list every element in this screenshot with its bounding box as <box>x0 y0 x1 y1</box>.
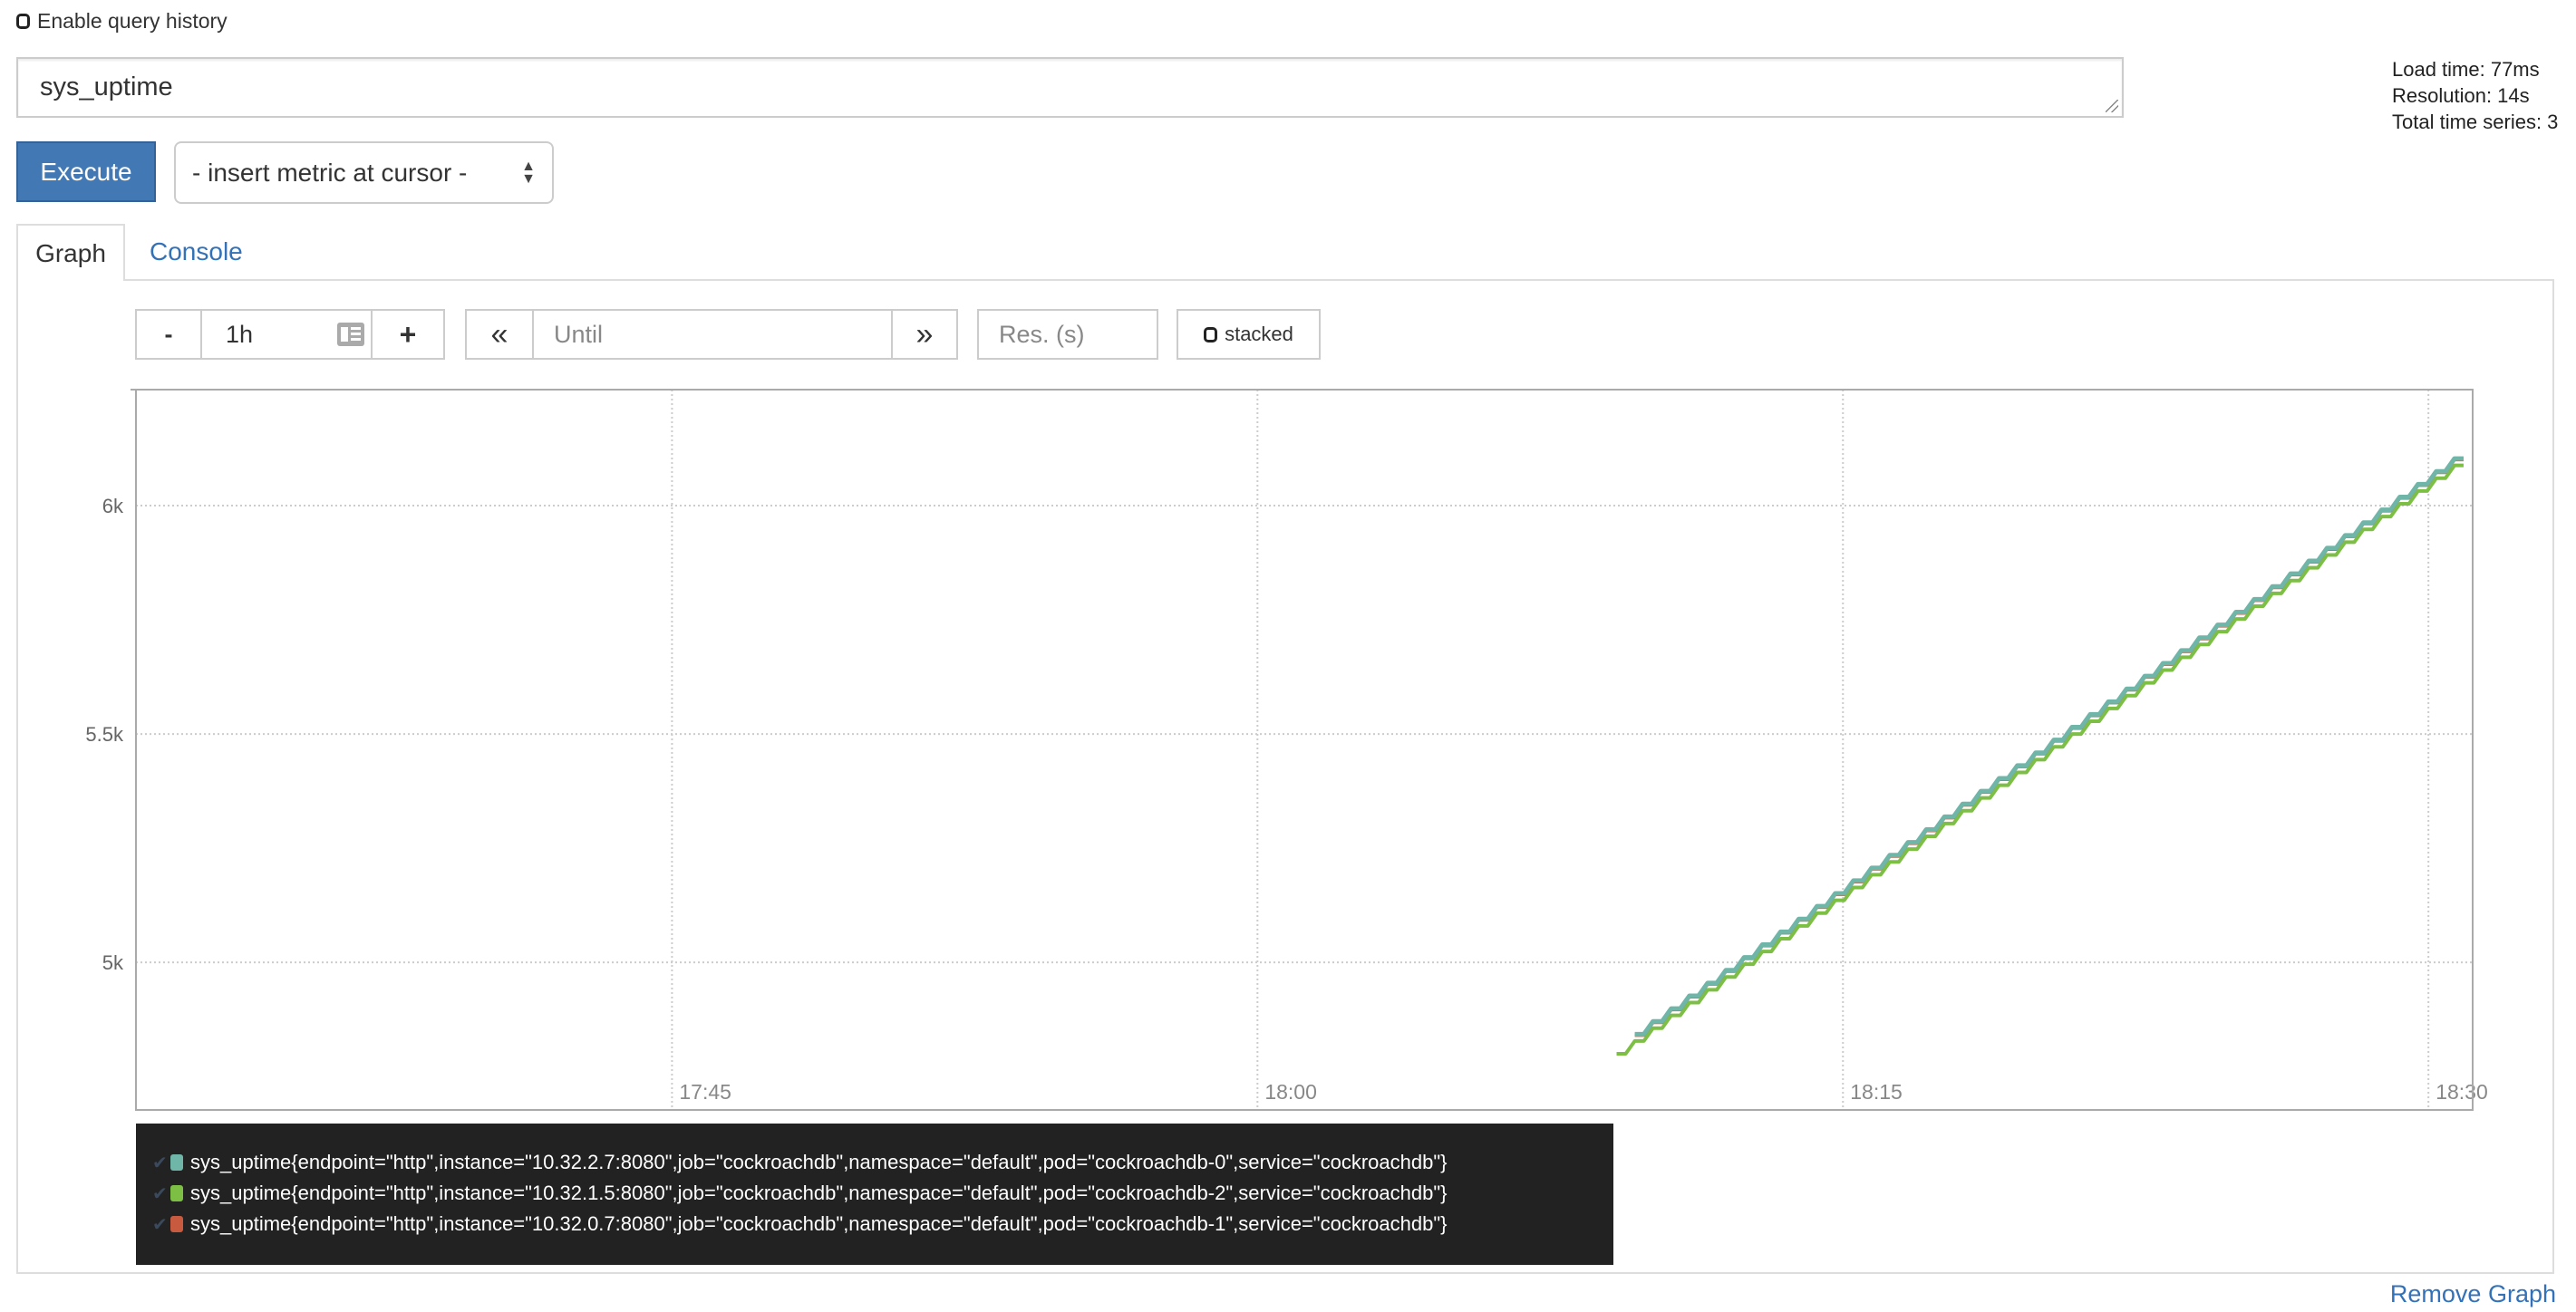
legend-label: sys_uptime{endpoint="http",instance="10.… <box>190 1212 1448 1235</box>
tab-graph[interactable]: Graph <box>16 224 125 281</box>
series-line-0 <box>1634 456 2464 1037</box>
enable-query-history[interactable]: Enable query history <box>16 9 228 34</box>
calendar-icon[interactable] <box>336 322 365 347</box>
stacked-checkbox[interactable] <box>1204 326 1218 342</box>
remove-graph-link[interactable]: Remove Graph <box>2389 1280 2556 1307</box>
x-tick-label: 18:00 <box>1264 1080 1317 1104</box>
legend-item[interactable]: ✔ sys_uptime{endpoint="http",instance="10… <box>136 1178 1613 1209</box>
query-stats: Load time: 77ms Resolution: 14s Total ti… <box>2392 56 2558 135</box>
legend: ✔ sys_uptime{endpoint="http",instance="10… <box>136 1124 1613 1265</box>
check-icon[interactable]: ✔ <box>152 1214 168 1235</box>
range-input[interactable]: 1h <box>202 311 373 358</box>
until-control: « Until » <box>465 309 958 360</box>
until-input[interactable]: Until <box>534 311 893 358</box>
legend-label: sys_uptime{endpoint="http",instance="10.… <box>190 1182 1448 1204</box>
y-tick-label: 5.5k <box>85 723 124 746</box>
graph-panel <box>16 279 2554 1274</box>
expression-input[interactable]: sys_uptime <box>16 57 2124 118</box>
legend-swatch <box>170 1216 183 1232</box>
execute-button[interactable]: Execute <box>16 141 156 202</box>
y-tick-label: 5k <box>102 951 124 974</box>
select-arrows-icon: ▲ ▼ <box>521 158 536 187</box>
resolution: Resolution: 14s <box>2392 84 2530 107</box>
series-line-1 <box>1616 463 2464 1056</box>
x-tick-label: 18:30 <box>2436 1080 2488 1104</box>
legend-item[interactable]: ✔ sys_uptime{endpoint="http",instance="10… <box>136 1209 1613 1240</box>
plot-frame <box>135 389 2474 1111</box>
y-tick-label: 6k <box>102 495 124 517</box>
backward-icon[interactable]: « <box>467 311 534 358</box>
tab-console[interactable]: Console <box>150 237 243 265</box>
total-time-series: Total time series: 3 <box>2392 111 2559 133</box>
increase-range-button[interactable]: + <box>399 317 417 351</box>
x-tick-label: 17:45 <box>679 1080 731 1104</box>
query-history-checkbox[interactable] <box>16 14 30 29</box>
check-icon[interactable]: ✔ <box>152 1153 168 1173</box>
forward-icon[interactable]: » <box>915 316 934 352</box>
check-icon[interactable]: ✔ <box>152 1183 168 1204</box>
insert-metric-select[interactable]: - insert metric at cursor - ▲ ▼ <box>174 141 554 204</box>
query-history-label: Enable query history <box>37 9 228 33</box>
range-control: - 1h + <box>135 309 445 360</box>
legend-label: sys_uptime{endpoint="http",instance="10.… <box>190 1151 1448 1173</box>
expression-value: sys_uptime <box>40 72 173 101</box>
resolution-input[interactable]: Res. (s) <box>977 309 1158 360</box>
insert-metric-selected: - insert metric at cursor - <box>192 158 468 187</box>
range-value: 1h <box>226 320 254 348</box>
stacked-toggle[interactable]: stacked <box>1177 309 1321 360</box>
load-time: Load time: 77ms <box>2392 58 2540 81</box>
resolution-placeholder: Res. (s) <box>999 320 1085 348</box>
legend-swatch <box>170 1185 183 1201</box>
legend-swatch <box>170 1154 183 1171</box>
resize-handle-icon[interactable] <box>2106 100 2118 112</box>
x-tick-label: 18:15 <box>1850 1080 1903 1104</box>
stacked-label: stacked <box>1225 323 1293 345</box>
decrease-range-button[interactable]: - <box>137 311 202 358</box>
legend-item[interactable]: ✔ sys_uptime{endpoint="http",instance="10… <box>136 1147 1613 1178</box>
